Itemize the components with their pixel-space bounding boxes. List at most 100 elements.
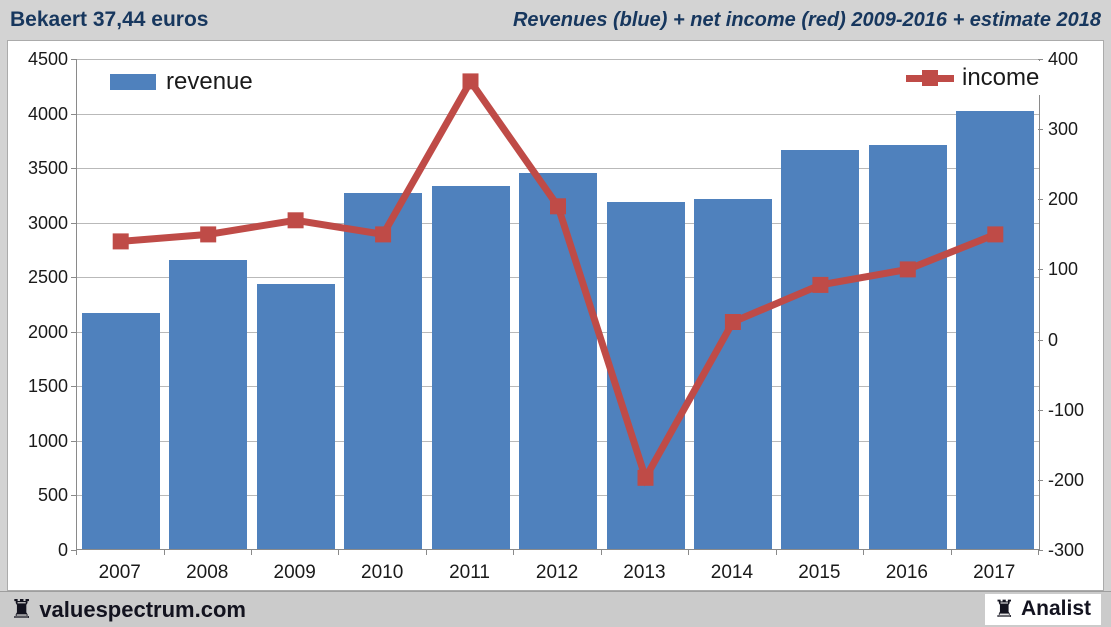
y-right-label--300: -300 bbox=[1048, 540, 1085, 560]
revenue-swatch-icon bbox=[110, 74, 156, 90]
legend-revenue: revenue bbox=[106, 66, 257, 98]
y-axis-left-labels: 4500 4000 3500 3000 2500 2000 1500 1000 500 0 bbox=[8, 50, 68, 559]
bar-2015 bbox=[781, 150, 860, 549]
x-boundary-tick bbox=[338, 550, 340, 555]
y-right-label-300: 300 bbox=[1048, 119, 1079, 140]
x-label-2008: 2008 bbox=[186, 562, 229, 583]
y-right-label-100: 100 bbox=[1048, 259, 1079, 280]
income-marker-2011 bbox=[462, 73, 479, 90]
x-boundary-tick bbox=[775, 550, 777, 555]
y-left-label-3500: 3500 bbox=[27, 158, 68, 179]
footer-brand-label: Analist bbox=[1020, 597, 1091, 620]
x-label-2011: 2011 bbox=[449, 562, 490, 583]
chart-area: 4500 4000 3500 3000 2500 2000 1500 1000 500 0 400… bbox=[7, 40, 1104, 591]
income-marker-2009 bbox=[287, 212, 304, 229]
y-right-tick bbox=[1038, 339, 1043, 341]
income-marker-2015 bbox=[812, 276, 829, 293]
footer-bar: ♜ valuespectrum.com ♜ Analist bbox=[0, 591, 1111, 627]
y-right-tick bbox=[1038, 269, 1043, 271]
y-left-tick bbox=[71, 168, 76, 170]
y-left-label-1500: 1500 bbox=[27, 376, 68, 397]
bar-2009 bbox=[256, 284, 335, 549]
x-label-2015: 2015 bbox=[798, 562, 841, 583]
legend-income: income bbox=[898, 61, 1048, 95]
stock-title: Bekaert 37,44 euros bbox=[10, 8, 209, 31]
y-left-tick bbox=[71, 550, 76, 551]
x-label-2009: 2009 bbox=[273, 562, 316, 583]
y-left-tick bbox=[71, 386, 76, 388]
bar-2012 bbox=[519, 172, 597, 549]
y-left-label-4500: 4500 bbox=[27, 49, 68, 69]
x-boundary-tick bbox=[950, 550, 952, 555]
x-boundary-tick bbox=[1038, 550, 1039, 555]
gridline-4000 bbox=[77, 113, 1039, 115]
bar-2013 bbox=[606, 201, 685, 549]
income-line bbox=[112, 73, 1004, 487]
x-boundary-tick bbox=[425, 550, 427, 555]
chart-title: Revenues (blue) + net income (red) 2009-… bbox=[512, 8, 1101, 31]
y-left-label-3000: 3000 bbox=[27, 212, 68, 233]
x-label-2010: 2010 bbox=[361, 562, 404, 583]
y-right-tick bbox=[1038, 479, 1043, 481]
bar-2008 bbox=[169, 259, 248, 549]
y-right-label-400: 400 bbox=[1048, 49, 1079, 69]
x-axis-line bbox=[77, 549, 1039, 550]
header-bar: Bekaert 37,44 euros Revenues (blue) + ne… bbox=[0, 0, 1111, 40]
income-marker-2007 bbox=[112, 233, 129, 250]
income-marker-2017 bbox=[987, 226, 1004, 243]
y-right-tick bbox=[1038, 199, 1043, 201]
bar-2007 bbox=[81, 312, 160, 549]
y-left-tick bbox=[71, 440, 76, 442]
y-left-label-4000: 4000 bbox=[27, 103, 68, 124]
income-marker-2010 bbox=[375, 226, 392, 243]
y-right-label-200: 200 bbox=[1048, 189, 1079, 210]
legend-revenue-label: revenue bbox=[166, 68, 253, 95]
income-marker-2008 bbox=[200, 226, 217, 243]
rook-icon: ♜ bbox=[993, 595, 1015, 623]
gridline-3500 bbox=[77, 168, 1039, 170]
bar-2016 bbox=[868, 144, 947, 549]
y-left-tick bbox=[71, 495, 76, 497]
y-left-tick bbox=[71, 277, 76, 279]
x-label-2007: 2007 bbox=[98, 562, 141, 583]
footer-site-label: valuespectrum.com bbox=[39, 596, 246, 622]
x-boundary-tick bbox=[163, 550, 165, 555]
income-marker-2016 bbox=[899, 261, 916, 278]
y-right-tick bbox=[1038, 409, 1043, 411]
x-label-2013: 2013 bbox=[623, 562, 666, 583]
x-label-2012: 2012 bbox=[535, 562, 579, 583]
y-left-tick bbox=[71, 222, 76, 224]
y-left-tick bbox=[71, 113, 76, 115]
y-left-label-2500: 2500 bbox=[27, 267, 68, 288]
legend-income-label: income bbox=[962, 64, 1040, 91]
x-boundary-tick bbox=[863, 550, 865, 555]
y-right-tick bbox=[1038, 129, 1043, 131]
x-label-2016: 2016 bbox=[885, 562, 928, 583]
bar-2010 bbox=[344, 193, 423, 549]
x-label-2014: 2014 bbox=[710, 562, 754, 583]
income-marker-2014 bbox=[724, 314, 741, 330]
y-left-tick bbox=[71, 331, 76, 333]
footer-brand: ♜ Analist bbox=[985, 594, 1101, 625]
y-right-tick bbox=[1038, 550, 1043, 551]
y-left-tick bbox=[71, 59, 76, 60]
bar-2011 bbox=[431, 185, 510, 549]
x-boundary-tick bbox=[250, 550, 252, 555]
y-right-tick bbox=[1038, 59, 1043, 60]
y-right-label-0: 0 bbox=[1048, 329, 1059, 350]
x-boundary-tick bbox=[688, 550, 690, 555]
rook-icon: ♜ bbox=[10, 594, 34, 625]
y-axis-right-labels: 400 300 200 100 0 -100 -200 -300 bbox=[1048, 50, 1110, 559]
x-boundary-tick bbox=[76, 550, 77, 555]
x-axis-labels: 2007 2008 2009 2010 2011 2012 2013 2014 2015 2016… bbox=[76, 562, 1038, 584]
y-right-label--100: -100 bbox=[1048, 399, 1085, 420]
income-marker-2012 bbox=[550, 198, 566, 215]
x-boundary-tick bbox=[600, 550, 602, 555]
y-left-label-1000: 1000 bbox=[27, 430, 68, 451]
y-right-label--200: -200 bbox=[1048, 469, 1085, 490]
income-swatch-icon bbox=[906, 69, 954, 87]
y-left-label-2000: 2000 bbox=[27, 321, 68, 342]
x-boundary-tick bbox=[513, 550, 515, 555]
y-left-label-500: 500 bbox=[37, 485, 68, 506]
x-label-2017: 2017 bbox=[973, 562, 1016, 583]
